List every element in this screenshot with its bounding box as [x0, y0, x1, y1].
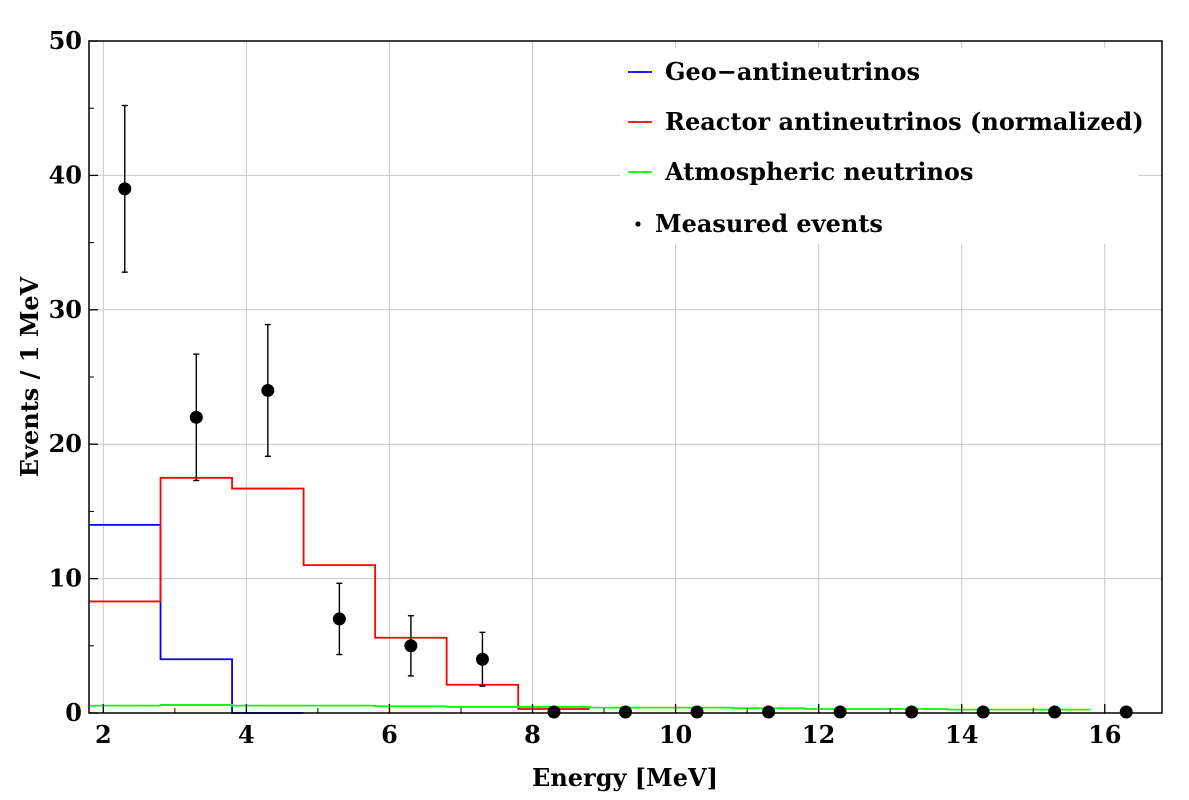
x-tick-label: 16 — [1088, 720, 1121, 749]
legend-label: Reactor antineutrinos (normalized) — [665, 107, 1144, 136]
data-point — [332, 612, 346, 626]
data-point — [690, 705, 704, 719]
data-point — [1048, 705, 1062, 719]
y-tick-label: 30 — [49, 295, 82, 324]
x-tick-label: 14 — [945, 720, 978, 749]
x-tick-label: 4 — [238, 720, 255, 749]
x-tick-label: 12 — [802, 720, 835, 749]
y-tick-label: 20 — [49, 429, 82, 458]
y-tick-label: 10 — [49, 564, 82, 593]
axis-ticks: 2 4 6 8 10 12 14 16 0 10 20 30 40 50 — [49, 26, 1122, 749]
data-point — [118, 182, 132, 196]
data-point — [905, 705, 919, 719]
y-tick-label: 50 — [49, 26, 82, 55]
data-point — [762, 705, 776, 719]
data-point — [261, 383, 275, 397]
data-point — [976, 705, 990, 719]
data-point — [475, 652, 489, 666]
legend-label: Measured events — [655, 209, 883, 238]
x-tick-label: 8 — [524, 720, 541, 749]
series-1-step-line — [89, 476, 590, 710]
legend-label: Geo−antineutrinos — [665, 57, 920, 86]
series-2-step-line — [89, 704, 1091, 711]
data-point — [189, 410, 203, 424]
y-tick-label: 40 — [49, 160, 82, 189]
data-point — [619, 705, 632, 719]
legend: Geo−antineutrinos Reactor antineutrinos (… — [620, 48, 1144, 244]
x-tick-label: 10 — [659, 720, 692, 749]
y-tick-label: 0 — [65, 698, 82, 727]
legend-label: Atmospheric neutrinos — [664, 157, 973, 186]
data-point — [1119, 705, 1133, 719]
legend-swatch-point — [635, 221, 641, 227]
data-point — [833, 705, 847, 719]
data-point — [547, 705, 561, 719]
x-tick-label: 6 — [381, 720, 398, 749]
legend-background — [620, 48, 1138, 244]
y-axis-title: Events / 1 MeV — [15, 276, 44, 477]
data-point — [404, 639, 418, 653]
measured-points — [118, 104, 1133, 719]
x-tick-label: 2 — [95, 720, 112, 749]
x-axis-title: Energy [MeV] — [532, 763, 718, 792]
